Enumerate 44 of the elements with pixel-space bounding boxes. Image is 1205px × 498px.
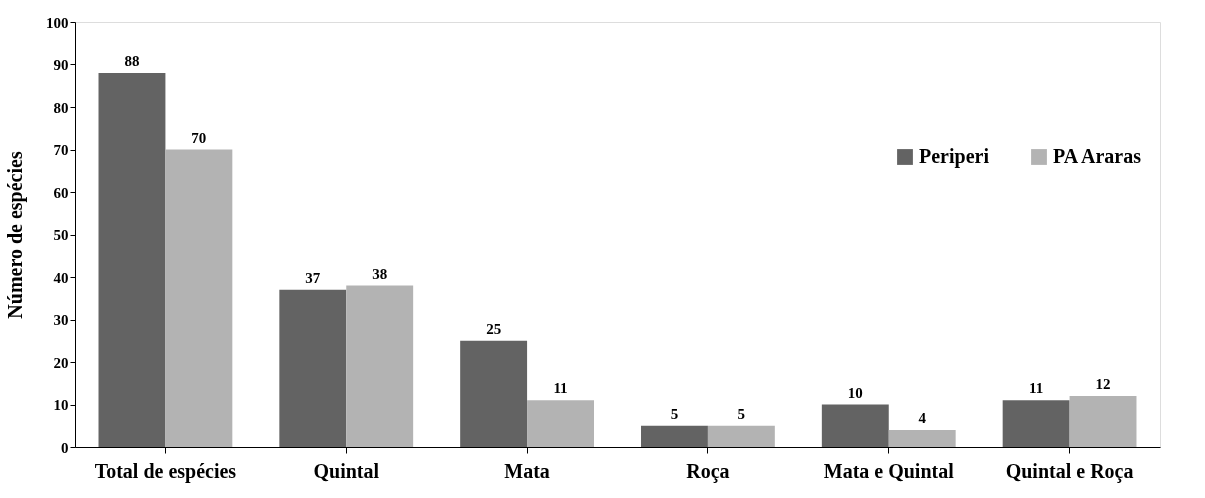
legend-label: Periperi <box>919 145 990 168</box>
x-tick-label: Quintal e Roça <box>1005 459 1134 483</box>
bar <box>98 73 166 447</box>
legend-label: PA Araras <box>1053 145 1142 167</box>
bar <box>279 289 347 447</box>
bar <box>1002 400 1070 447</box>
bar <box>641 425 708 447</box>
data-label: 11 <box>1029 380 1044 397</box>
data-label: 25 <box>486 320 502 337</box>
data-label: 5 <box>670 405 679 422</box>
x-tick-label: Total de espécies <box>94 459 237 483</box>
y-axis-title: Número de espécies <box>4 151 27 319</box>
y-tick-label: 20 <box>53 354 69 371</box>
bar <box>527 400 594 447</box>
y-tick-label: 80 <box>53 99 69 116</box>
y-tick-label: 90 <box>53 57 69 73</box>
data-label: 11 <box>553 380 568 397</box>
bar <box>1069 396 1137 447</box>
data-label: 12 <box>1095 376 1111 392</box>
bar <box>346 285 414 447</box>
data-label: 4 <box>918 410 927 426</box>
data-label: 88 <box>124 53 140 69</box>
bar <box>821 404 889 447</box>
data-label: 10 <box>847 384 863 401</box>
y-tick-label: 40 <box>53 269 69 286</box>
x-tick-label: Mata <box>504 459 550 482</box>
data-label: 37 <box>305 269 321 286</box>
bar <box>460 340 528 447</box>
data-label: 70 <box>191 129 207 146</box>
data-label: 38 <box>372 265 388 282</box>
y-tick-label: 70 <box>53 142 69 158</box>
x-tick-label: Roça <box>686 459 730 483</box>
y-tick-label: 60 <box>53 184 69 201</box>
y-tick-label: 10 <box>53 397 69 413</box>
y-tick-label: 100 <box>46 14 69 31</box>
y-tick-label: 30 <box>53 312 69 328</box>
x-tick-label: Quintal <box>313 459 380 482</box>
bar <box>165 149 233 447</box>
y-tick-label: 0 <box>61 439 69 456</box>
data-label: 5 <box>737 405 746 422</box>
x-tick-label: Mata e Quintal <box>823 459 955 482</box>
bar <box>707 425 775 447</box>
y-tick-label: 50 <box>53 227 69 243</box>
bar <box>888 430 956 447</box>
